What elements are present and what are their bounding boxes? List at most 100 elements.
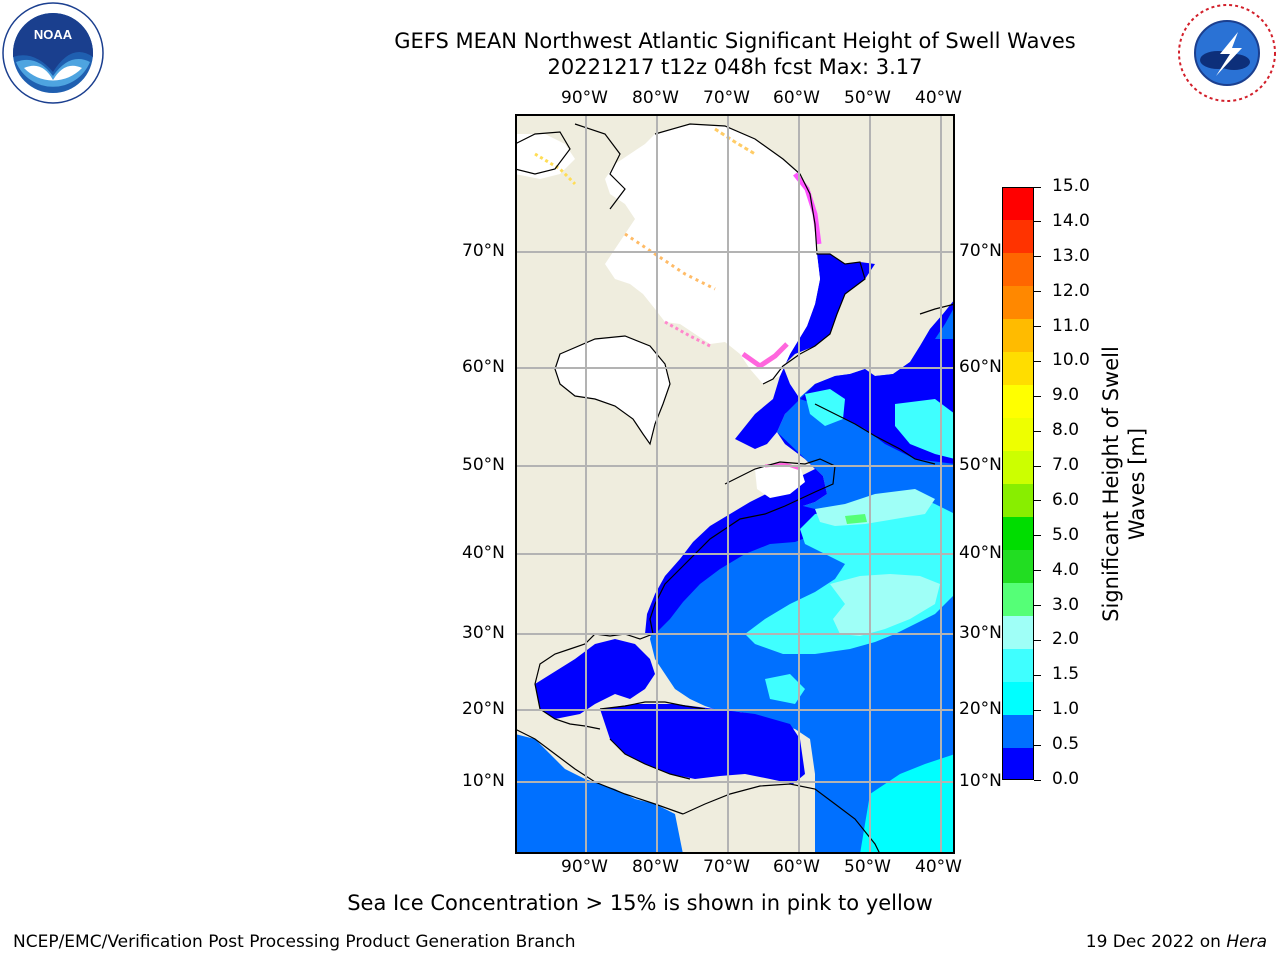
noaa-logo: NOAA (2, 2, 104, 104)
colorbar-frame (1002, 187, 1034, 780)
ocean-dark-coast (645, 432, 835, 634)
lat-label-right-30n: 30°N (959, 623, 1002, 643)
footer-left: NCEP/EMC/Verification Post Processing Pr… (13, 932, 576, 952)
colorbar-tick-label: 13.0 (1052, 245, 1090, 266)
colorbar-swatch (1002, 384, 1034, 419)
gulf-st-lawrence-white (755, 462, 805, 498)
colorbar-tick-mark (1034, 709, 1041, 711)
colorbar-swatch (1002, 351, 1034, 386)
lat-label-left-50n: 50°N (462, 455, 505, 475)
swell-patch-green (845, 514, 867, 524)
colorbar-swatch (1002, 516, 1034, 550)
lon-label-top-90w: 90°W (561, 88, 608, 108)
colorbar-swatch (1002, 450, 1034, 484)
lon-label-top-50w: 50°W (844, 88, 891, 108)
colorbar-tick-mark (1034, 570, 1041, 572)
colorbar-swatch (1002, 747, 1034, 781)
arctic-white-region (605, 124, 820, 384)
title-line-2: 20221217 t12z 048h fcst Max: 3.17 (547, 55, 923, 79)
colorbar-tick-label: 12.0 (1052, 280, 1090, 301)
lat-label-left-40n: 40°N (462, 543, 505, 563)
colorbar-tick-mark (1034, 779, 1041, 781)
swell-patch-7 (765, 674, 805, 704)
colorbar-tick-mark (1034, 291, 1041, 293)
caribbean-sea (600, 704, 805, 784)
lon-label-bottom-40w: 40°W (915, 857, 962, 877)
colorbar-tick-label: 1.0 (1052, 699, 1080, 720)
colorbar-tick-mark (1034, 221, 1041, 223)
colorbar-tick-mark (1034, 744, 1041, 746)
lat-label-right-10n: 10°N (959, 771, 1002, 791)
colorbar-tick-label: 5.0 (1052, 524, 1080, 545)
colorbar-swatch (1002, 681, 1034, 715)
colorbar-swatch (1002, 318, 1034, 353)
lat-label-left-30n: 30°N (462, 623, 505, 643)
lon-label-bottom-70w: 70°W (703, 857, 750, 877)
colorbar-swatch (1002, 219, 1034, 254)
lat-label-left-10n: 10°N (462, 771, 505, 791)
lat-label-left-60n: 60°N (462, 357, 505, 377)
lon-label-top-60w: 60°W (773, 88, 820, 108)
swell-patch-4 (805, 389, 845, 426)
lon-label-bottom-60w: 60°W (773, 857, 820, 877)
map-canvas (514, 114, 956, 855)
lon-label-top-40w: 40°W (915, 88, 962, 108)
colorbar-tick-label: 10.0 (1052, 350, 1090, 371)
map-frame (515, 114, 955, 854)
colorbar-tick-label: 7.0 (1052, 455, 1080, 476)
colorbar-tick-label: 8.0 (1052, 420, 1080, 441)
colorbar-tick-mark (1034, 465, 1041, 467)
colorbar-tick-label: 6.0 (1052, 489, 1080, 510)
colorbar-swatch (1002, 648, 1034, 682)
colorbar-swatch (1002, 483, 1034, 517)
colorbar-swatches (1002, 187, 1034, 781)
footer-host: Hera (1226, 932, 1267, 952)
arctic-islands-white (515, 134, 575, 179)
lon-label-top-70w: 70°W (703, 88, 750, 108)
sea-ice-caption: Sea Ice Concentration > 15% is shown in … (347, 891, 933, 915)
hudson-bay-white (555, 336, 670, 444)
lat-label-right-70n: 70°N (959, 241, 1002, 261)
title-line-1: GEFS MEAN Northwest Atlantic Significant… (394, 29, 1076, 53)
graticule (515, 114, 955, 854)
lat-label-right-50n: 50°N (959, 455, 1002, 475)
colorbar-swatch (1002, 582, 1034, 616)
colorbar-tick-label: 11.0 (1052, 315, 1090, 336)
lat-label-right-20n: 20°N (959, 699, 1002, 719)
colorbar-tick-mark (1034, 395, 1041, 397)
colorbar-tick-label: 3.0 (1052, 594, 1080, 615)
colorbar-tick-mark (1034, 430, 1041, 432)
colorbar-swatch (1002, 549, 1034, 583)
colorbar-tick-mark (1034, 674, 1041, 676)
colorbar-label: Significant Height of Swell Waves [m] (1099, 346, 1149, 622)
swell-patch-6 (860, 754, 955, 854)
colorbar-tick-label: 9.0 (1052, 385, 1080, 406)
gulf-of-mexico (535, 639, 655, 719)
lat-label-left-70n: 70°N (462, 241, 505, 261)
colorbar-tick-label: 2.0 (1052, 629, 1080, 650)
colorbar-tick-mark (1034, 535, 1041, 537)
colorbar (1002, 187, 1034, 781)
nws-logo (1176, 2, 1278, 104)
colorbar-swatch (1002, 285, 1034, 320)
lat-label-right-40n: 40°N (959, 543, 1002, 563)
colorbar-tick-mark (1034, 186, 1041, 188)
lon-label-bottom-50w: 50°W (844, 857, 891, 877)
swell-patch-3 (815, 489, 935, 526)
lon-label-bottom-80w: 80°W (632, 857, 679, 877)
colorbar-swatch (1002, 252, 1034, 287)
lat-label-left-20n: 20°N (462, 699, 505, 719)
swell-patch-2 (830, 574, 940, 636)
pacific-ocean (515, 734, 683, 854)
map-panel (514, 114, 956, 855)
lon-label-top-80w: 80°W (632, 88, 679, 108)
lat-label-right-60n: 60°N (959, 357, 1002, 377)
colorbar-tick-mark (1034, 605, 1041, 607)
map-title: GEFS MEAN Northwest Atlantic Significant… (0, 28, 1280, 80)
colorbar-tick-label: 15.0 (1052, 176, 1090, 196)
colorbar-tick-mark (1034, 500, 1041, 502)
footer-date: 19 Dec 2022 on (1085, 932, 1227, 952)
lon-label-bottom-90w: 90°W (561, 857, 608, 877)
colorbar-swatch (1002, 187, 1034, 221)
colorbar-tick-mark (1034, 326, 1041, 328)
